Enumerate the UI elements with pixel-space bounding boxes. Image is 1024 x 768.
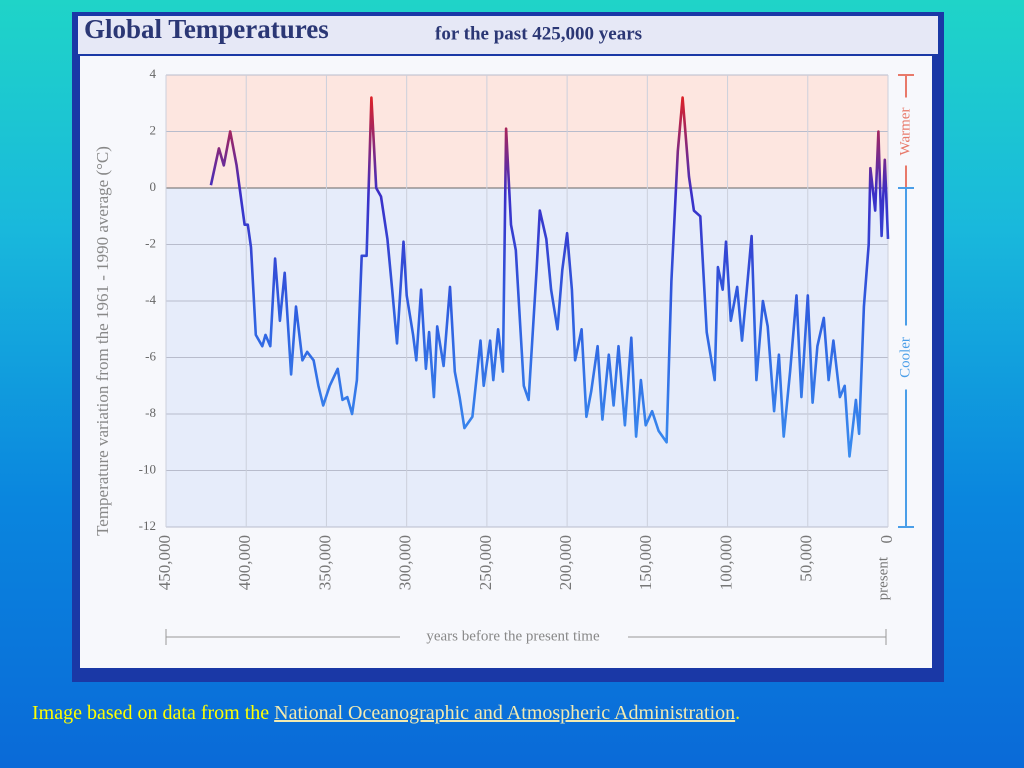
x-tick-label: 0 — [877, 535, 896, 544]
x-tick-label: 300,000 — [396, 535, 415, 590]
chart-title: Global Temperatures — [84, 14, 329, 44]
x-tick-label: 50,000 — [797, 535, 816, 582]
y-tick-label: 4 — [150, 66, 157, 81]
x-tick-label: 350,000 — [315, 535, 334, 590]
caption-text: Image based on data from the — [32, 702, 275, 724]
x-tick-label: 150,000 — [636, 535, 655, 590]
y-tick-label: -8 — [145, 405, 156, 420]
y-tick-label: -6 — [145, 348, 156, 363]
warm-label-bg — [897, 97, 915, 166]
cool-label-bg — [897, 325, 915, 390]
x-present-label: present — [875, 556, 891, 600]
y-tick-label: 0 — [150, 179, 157, 194]
caption: Image based on data from the National Oc… — [32, 702, 740, 725]
x-tick-label: 450,000 — [155, 535, 174, 590]
x-axis-label: years before the present time — [426, 628, 600, 644]
y-tick-label: -2 — [145, 235, 156, 250]
y-tick-label: 2 — [150, 122, 157, 137]
y-tick-label: -10 — [139, 461, 156, 476]
chart: Global Temperatures for the past 425,000… — [72, 12, 944, 682]
temperature-line — [209, 96, 890, 458]
x-tick-label: 250,000 — [476, 535, 495, 590]
caption-end: . — [735, 702, 741, 724]
y-tick-label: -4 — [145, 292, 156, 307]
x-tick-label: 400,000 — [235, 535, 254, 590]
x-tick-label: 200,000 — [556, 535, 575, 590]
cool-label: Cooler — [897, 337, 913, 378]
y-tick-label: -12 — [139, 518, 156, 533]
y-axis-label: Temperature variation from the 1961 - 19… — [93, 146, 112, 536]
warm-label: Warmer — [897, 108, 913, 156]
header — [78, 16, 938, 54]
chart-subtitle: for the past 425,000 years — [435, 23, 642, 44]
x-tick-label: 100,000 — [716, 535, 735, 590]
source-link[interactable]: National Oceanographic and Atmospheric A… — [274, 702, 736, 724]
